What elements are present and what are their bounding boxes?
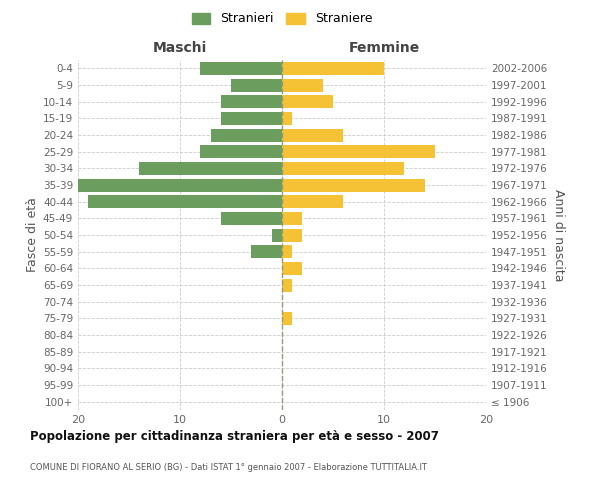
Text: Femmine: Femmine <box>349 41 419 55</box>
Bar <box>282 312 292 325</box>
Bar <box>231 78 282 92</box>
Bar <box>200 145 282 158</box>
Y-axis label: Anni di nascita: Anni di nascita <box>552 188 565 281</box>
Bar <box>272 228 282 241</box>
Bar <box>78 178 282 192</box>
Bar <box>221 212 282 225</box>
Bar <box>282 228 302 241</box>
Bar <box>282 162 404 175</box>
Text: COMUNE DI FIORANO AL SERIO (BG) - Dati ISTAT 1° gennaio 2007 - Elaborazione TUTT: COMUNE DI FIORANO AL SERIO (BG) - Dati I… <box>30 462 427 471</box>
Bar <box>221 112 282 125</box>
Bar <box>282 262 302 275</box>
Y-axis label: Fasce di età: Fasce di età <box>26 198 39 272</box>
Bar <box>282 195 343 208</box>
Bar <box>211 128 282 141</box>
Bar <box>282 178 425 192</box>
Bar <box>282 278 292 291</box>
Bar <box>88 195 282 208</box>
Bar <box>282 245 292 258</box>
Bar <box>251 245 282 258</box>
Bar <box>282 128 343 141</box>
Bar <box>282 112 292 125</box>
Bar <box>282 78 323 92</box>
Text: Maschi: Maschi <box>153 41 207 55</box>
Bar <box>221 95 282 108</box>
Bar <box>139 162 282 175</box>
Bar <box>282 95 333 108</box>
Text: Popolazione per cittadinanza straniera per età e sesso - 2007: Popolazione per cittadinanza straniera p… <box>30 430 439 443</box>
Bar <box>282 145 435 158</box>
Legend: Stranieri, Straniere: Stranieri, Straniere <box>188 8 376 29</box>
Bar <box>282 62 384 75</box>
Bar <box>200 62 282 75</box>
Bar <box>282 212 302 225</box>
